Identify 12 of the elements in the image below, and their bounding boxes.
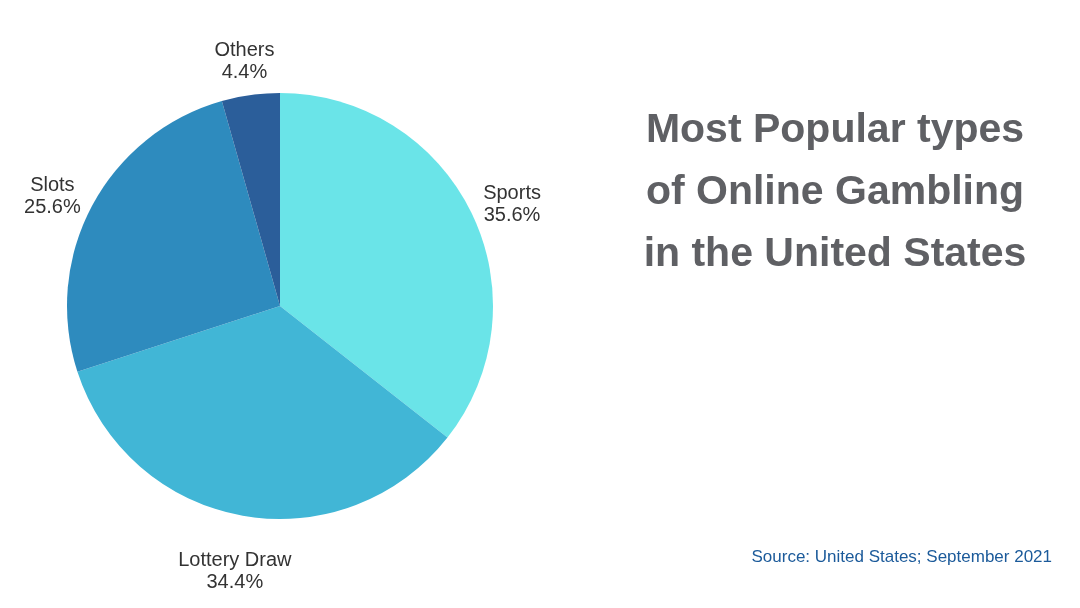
slice-label: Lottery Draw — [178, 548, 293, 571]
slice-label: Sports — [483, 181, 541, 204]
data-label: 4.4% — [221, 60, 268, 83]
text: Most Popular types of Online Gambling in the United States — [643, 105, 1027, 275]
source-note: Source: United States; September 2021 — [751, 547, 1052, 566]
data-label: 35.6% — [483, 203, 541, 226]
slice-label: Slots — [30, 172, 75, 195]
data-label: 34.4% — [206, 570, 264, 593]
data-label: 25.6% — [24, 194, 81, 217]
slice-label: Others — [214, 38, 275, 61]
pie-slice — [77, 306, 448, 519]
pie-slice — [221, 93, 280, 306]
